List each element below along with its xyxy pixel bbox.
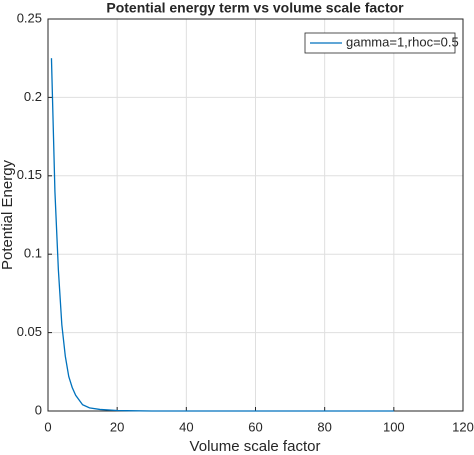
chart-title: Potential energy term vs volume scale fa… xyxy=(106,0,404,16)
y-tick-label: 0.2 xyxy=(24,89,42,104)
x-tick-label: 80 xyxy=(317,419,331,434)
x-tick-label: 120 xyxy=(452,419,474,434)
y-tick-label: 0 xyxy=(35,402,42,417)
legend-box xyxy=(304,32,456,54)
x-tick-label: 20 xyxy=(110,419,124,434)
x-tick-label: 40 xyxy=(179,419,193,434)
y-tick-label: 0.15 xyxy=(17,167,42,182)
y-axis-label: Potential Energy xyxy=(0,159,16,270)
x-tick-label: 0 xyxy=(44,419,51,434)
y-tick-label: 0.1 xyxy=(24,246,42,261)
legend-label: gamma=1,rhoc=0.5 xyxy=(346,34,459,49)
y-tick-label: 0.05 xyxy=(17,324,42,339)
x-tick-label: 100 xyxy=(383,419,405,434)
x-axis-label: Volume scale factor xyxy=(190,438,321,455)
x-tick-label: 60 xyxy=(248,419,262,434)
y-tick-label: 0.25 xyxy=(17,10,42,25)
data-line xyxy=(50,58,394,412)
